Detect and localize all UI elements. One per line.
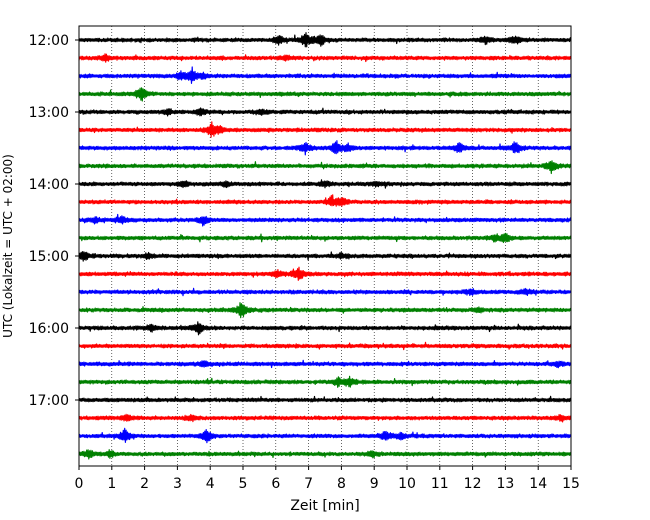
- x-tick-label: 12: [464, 476, 482, 492]
- x-tick-label: 13: [496, 476, 514, 492]
- x-tick-label: 8: [337, 476, 346, 492]
- seismic-trace: [78, 266, 572, 281]
- y-tick-label: 15:00: [29, 249, 69, 265]
- seismic-trace: [78, 179, 572, 189]
- seismic-trace: [78, 359, 572, 369]
- seismic-trace: [78, 140, 572, 156]
- x-tick-label: 9: [370, 476, 379, 492]
- x-tick-label: 7: [304, 476, 313, 492]
- seismic-trace: [78, 66, 572, 85]
- x-tick-label: 5: [239, 476, 248, 492]
- seismic-trace: [78, 87, 572, 102]
- seismic-trace: [78, 32, 572, 48]
- x-tick-label: 14: [529, 476, 547, 492]
- x-tick-label: 11: [431, 476, 449, 492]
- x-tick-label: 6: [271, 476, 280, 492]
- seismic-trace: [78, 321, 572, 336]
- y-axis: 12:00 13:00 14:00 15:00 16:00 17:00: [29, 33, 79, 409]
- seismic-trace: [78, 251, 572, 262]
- x-tick-label: 4: [206, 476, 215, 492]
- y-tick-label: 14:00: [29, 177, 69, 193]
- seismic-trace: [78, 302, 572, 319]
- seismic-trace: [78, 107, 572, 117]
- x-tick-label: 10: [398, 476, 416, 492]
- y-tick-label: 16:00: [29, 321, 69, 337]
- y-tick-label: 17:00: [29, 393, 69, 409]
- x-tick-label: 1: [107, 476, 116, 492]
- seismic-trace: [78, 53, 572, 63]
- seismic-trace: [78, 395, 572, 403]
- y-axis-label: UTC (Lokalzeit = UTC + 02:00): [1, 154, 15, 338]
- traces: [78, 32, 572, 460]
- seismic-trace: [78, 194, 572, 207]
- seismic-trace: [78, 160, 572, 175]
- seismic-trace: [78, 287, 572, 297]
- x-axis-label: Zeit [min]: [290, 498, 359, 514]
- y-tick-label: 13:00: [29, 105, 69, 121]
- seismic-trace: [78, 121, 572, 138]
- x-tick-label: 3: [173, 476, 182, 492]
- plot-background: [79, 26, 571, 466]
- seismic-trace: [78, 232, 572, 244]
- plot-frame: [78, 25, 572, 467]
- seismic-trace: [78, 413, 572, 423]
- seismic-trace: [78, 449, 572, 460]
- y-tick-label: 12:00: [29, 33, 69, 49]
- seismic-trace: [78, 213, 572, 227]
- x-tick-label: 0: [75, 476, 84, 492]
- seismic-trace: [78, 427, 572, 444]
- seismic-trace: [78, 341, 572, 351]
- seismic-trace: [78, 375, 572, 388]
- x-tick-label: 2: [140, 476, 149, 492]
- x-axis: 0 1 2 3 4 5 6 7 8 9 10 11 12 13 14 15: [75, 466, 580, 492]
- x-tick-label: 15: [562, 476, 580, 492]
